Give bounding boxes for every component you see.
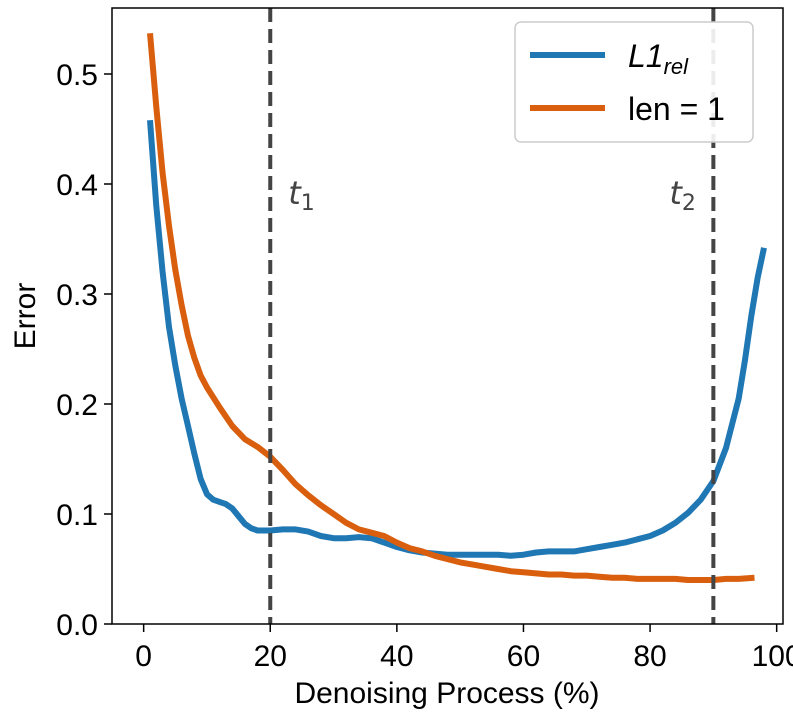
x-tick-label: 60 — [507, 640, 540, 673]
x-tick-label: 80 — [633, 640, 666, 673]
y-axis-ticks: 0.0 0.1 0.2 0.3 0.4 0.5 — [56, 59, 112, 642]
series-line-len-1 — [147, 33, 755, 583]
x-tick-label: 100 — [752, 640, 793, 673]
legend: L1rel len = 1 — [514, 21, 754, 143]
y-axis-title: Error — [9, 283, 42, 350]
x-axis-ticks: 0 20 40 60 80 100 — [135, 624, 793, 673]
y-tick-label: 0.0 — [56, 609, 98, 642]
y-tick-label: 0.4 — [56, 169, 98, 202]
y-tick-label: 0.1 — [56, 499, 98, 532]
vline-layer: t1 t2 — [268, 8, 716, 624]
vline-label-t2: t2 — [669, 174, 696, 216]
x-axis-title: Denoising Process (%) — [294, 677, 599, 710]
legend-label: L1rel — [628, 38, 689, 79]
x-tick-label: 0 — [135, 640, 152, 673]
y-tick-label: 0.3 — [56, 279, 98, 312]
y-tick-label: 0.5 — [56, 59, 98, 92]
plot-frame — [111, 7, 784, 625]
legend-label: len = 1 — [628, 91, 725, 127]
y-tick-label: 0.2 — [56, 389, 98, 422]
data-layer — [147, 33, 767, 583]
x-tick-label: 40 — [380, 640, 413, 673]
vline-label-t1: t1 — [288, 174, 315, 216]
x-tick-label: 20 — [254, 640, 287, 673]
